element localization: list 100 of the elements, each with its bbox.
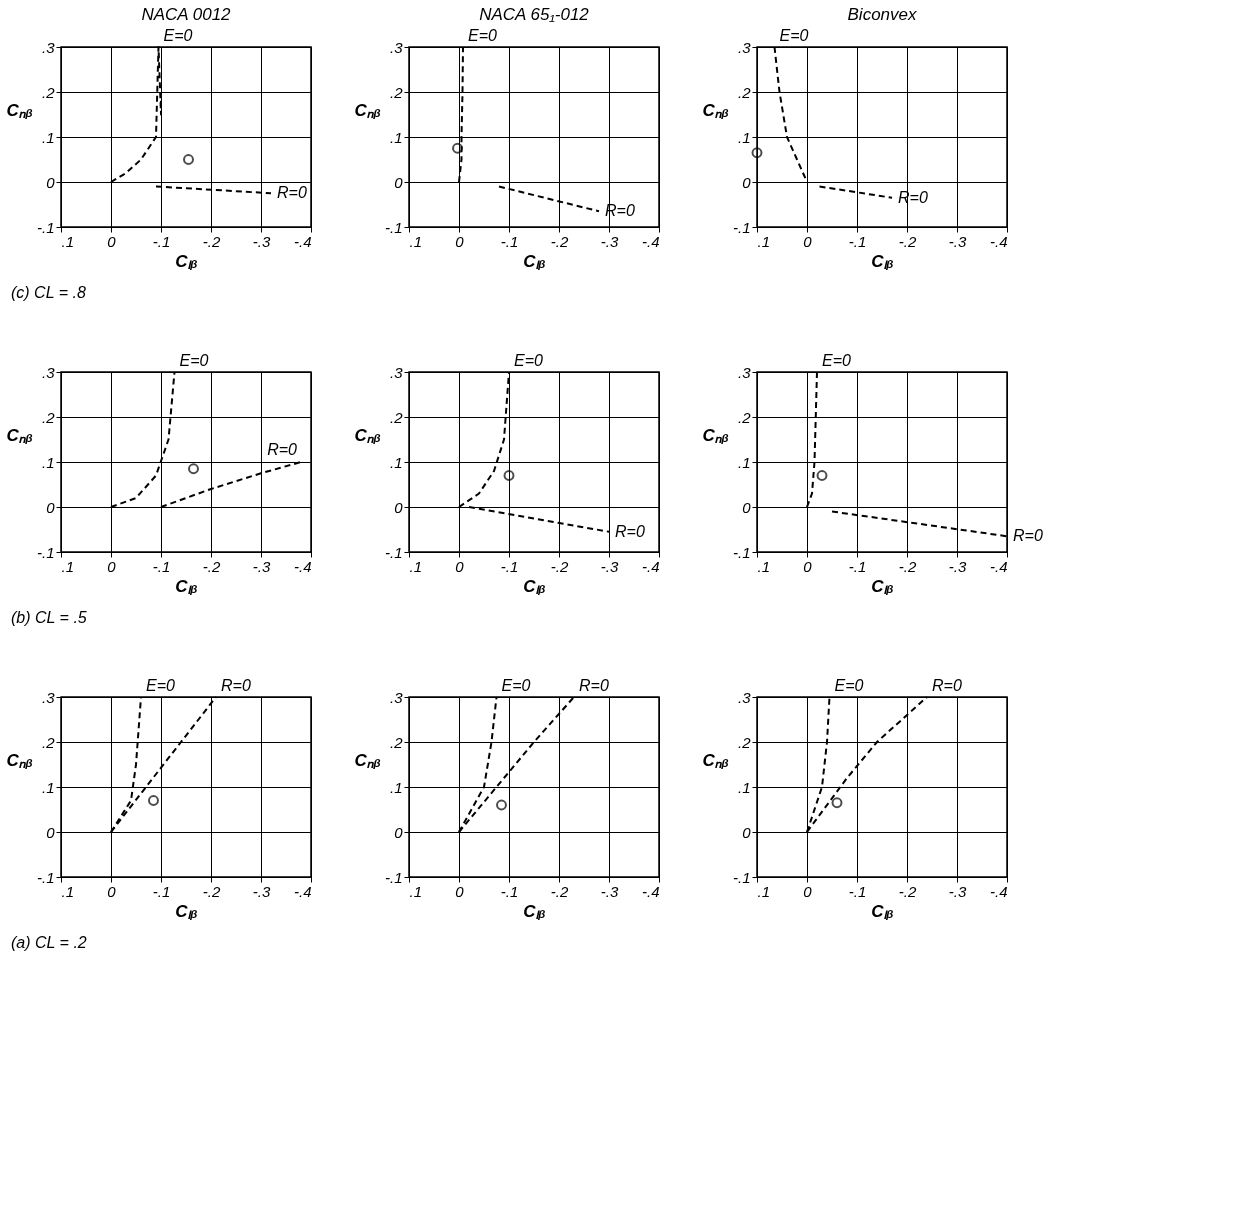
x-tick-label: -.1 (152, 882, 171, 900)
y-tick-label: 0 (394, 823, 404, 841)
x-axis-title: Cₗᵦ (871, 901, 894, 921)
x-tick-label: 0 (107, 232, 117, 250)
x-tick-label: -.2 (898, 557, 917, 575)
y-tick-label: -.1 (384, 868, 403, 886)
x-tick-label: .1 (757, 882, 771, 900)
series-label: E=0 (514, 352, 544, 369)
x-tick-label: -.3 (252, 557, 271, 575)
x-tick-label: -.1 (500, 557, 519, 575)
y-tick-label: .1 (41, 453, 55, 471)
y-tick-label: .1 (737, 778, 751, 796)
series-label: E=0 (179, 352, 209, 369)
series-label: E=0 (163, 27, 193, 44)
y-axis-title: Cₙᵦ (354, 425, 381, 445)
y-axis-title: Cₙᵦ (702, 425, 729, 445)
series-label: E=0 (146, 677, 176, 694)
y-tick-label: .2 (41, 733, 56, 751)
y-tick-label: .3 (41, 363, 56, 381)
x-tick-label: -.3 (252, 882, 271, 900)
text: (c) CL = .8 (11, 284, 86, 301)
series-label: E=0 (501, 677, 531, 694)
y-axis-title: Cₙᵦ (702, 100, 729, 120)
x-tick-label: 0 (803, 232, 813, 250)
y-tick-label: -.1 (384, 543, 403, 561)
y-tick-label: .3 (389, 688, 404, 706)
x-tick-label: 0 (803, 882, 813, 900)
x-tick-label: -.3 (600, 232, 619, 250)
x-tick-label: .1 (757, 232, 771, 250)
y-tick-label: -.1 (732, 543, 751, 561)
x-tick-label: -.3 (948, 557, 967, 575)
y-tick-label: .2 (737, 408, 752, 426)
y-tick-label: 0 (742, 823, 752, 841)
x-tick-label: -.3 (600, 882, 619, 900)
x-axis-title: Cₗᵦ (871, 576, 894, 596)
y-axis-title: Cₙᵦ (354, 100, 381, 120)
x-tick-label: -.4 (989, 882, 1008, 900)
x-tick-label: -.2 (202, 882, 221, 900)
x-tick-label: -.4 (989, 557, 1008, 575)
x-tick-label: -.2 (550, 557, 569, 575)
y-tick-label: 0 (394, 173, 404, 191)
x-tick-label: -.4 (641, 882, 660, 900)
chart-title: NACA 65₁-012 (479, 5, 590, 24)
x-tick-label: -.2 (550, 232, 569, 250)
series-label: E=0 (779, 27, 809, 44)
y-tick-label: -.1 (36, 543, 55, 561)
y-axis-title: Cₙᵦ (6, 100, 33, 120)
x-tick-label: 0 (455, 232, 465, 250)
x-tick-label: -.2 (898, 882, 917, 900)
x-tick-label: .1 (61, 882, 75, 900)
x-tick-label: -.4 (293, 232, 312, 250)
x-axis-title: Cₗᵦ (871, 251, 894, 271)
series-label: R=0 (267, 441, 298, 458)
y-tick-label: .3 (737, 363, 752, 381)
series-label: E=0 (822, 352, 852, 369)
x-tick-label: 0 (455, 557, 465, 575)
y-tick-label: -.1 (384, 218, 403, 236)
y-tick-label: .2 (389, 408, 404, 426)
y-tick-label: .1 (737, 128, 751, 146)
y-tick-label: 0 (742, 498, 752, 516)
y-tick-label: .2 (41, 408, 56, 426)
y-tick-label: 0 (46, 173, 56, 191)
y-tick-label: .2 (737, 83, 752, 101)
series-label: R=0 (1013, 527, 1043, 545)
y-tick-label: .3 (41, 38, 56, 56)
x-axis-title: Cₗᵦ (175, 901, 198, 921)
x-axis-title: Cₗᵦ (523, 576, 546, 596)
x-axis-title: Cₗᵦ (523, 901, 546, 921)
y-tick-label: 0 (46, 823, 56, 841)
y-tick-label: .1 (389, 453, 403, 471)
chart-title: NACA 0012 (141, 5, 232, 24)
x-tick-label: .1 (409, 557, 423, 575)
y-tick-label: .2 (737, 733, 752, 751)
series-label: R=0 (932, 677, 962, 694)
x-tick-label: -.3 (600, 557, 619, 575)
x-tick-label: -.4 (989, 232, 1008, 250)
x-tick-label: .1 (409, 882, 423, 900)
x-tick-label: 0 (455, 882, 465, 900)
y-tick-label: -.1 (732, 218, 751, 236)
x-tick-label: -.3 (948, 232, 967, 250)
y-tick-label: .2 (389, 83, 404, 101)
y-tick-label: .1 (389, 778, 403, 796)
y-tick-label: .3 (41, 688, 56, 706)
y-tick-label: 0 (742, 173, 752, 191)
y-axis-title: Cₙᵦ (6, 425, 33, 445)
y-tick-label: -.1 (732, 868, 751, 886)
y-tick-label: -.1 (36, 218, 55, 236)
y-tick-label: -.1 (36, 868, 55, 886)
y-tick-label: .1 (41, 778, 55, 796)
series-label: E=0 (468, 27, 498, 44)
x-tick-label: -.1 (848, 882, 867, 900)
x-tick-label: -.3 (948, 882, 967, 900)
x-tick-label: -.4 (293, 882, 312, 900)
y-axis-title: Cₙᵦ (6, 750, 33, 770)
y-tick-label: 0 (394, 498, 404, 516)
x-tick-label: -.2 (202, 557, 221, 575)
series-label: R=0 (579, 677, 609, 694)
x-axis-title: Cₗᵦ (523, 251, 546, 271)
x-tick-label: -.2 (898, 232, 917, 250)
series-label: E=0 (834, 677, 864, 694)
